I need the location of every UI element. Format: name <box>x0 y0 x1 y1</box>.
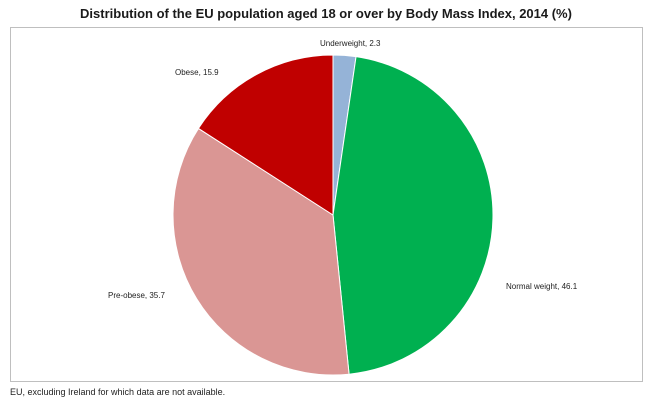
data-label-obese: Obese, 15.9 <box>175 68 219 77</box>
chart-title: Distribution of the EU population aged 1… <box>80 6 572 21</box>
data-label-normal-weight: Normal weight, 46.1 <box>506 282 578 291</box>
chart-footnote: EU, excluding Ireland for which data are… <box>10 387 226 397</box>
pie-slice-pre-obese <box>172 127 350 376</box>
pie-slice-obese <box>197 54 334 216</box>
pie-slice-normal-weight <box>332 56 494 375</box>
data-label-pre-obese: Pre-obese, 35.7 <box>108 291 165 300</box>
data-label-underweight: Underweight, 2.3 <box>320 39 381 48</box>
pie-slices <box>172 54 494 376</box>
pie-labels: Underweight, 2.3 Normal weight, 46.1 Pre-o… <box>108 39 578 300</box>
